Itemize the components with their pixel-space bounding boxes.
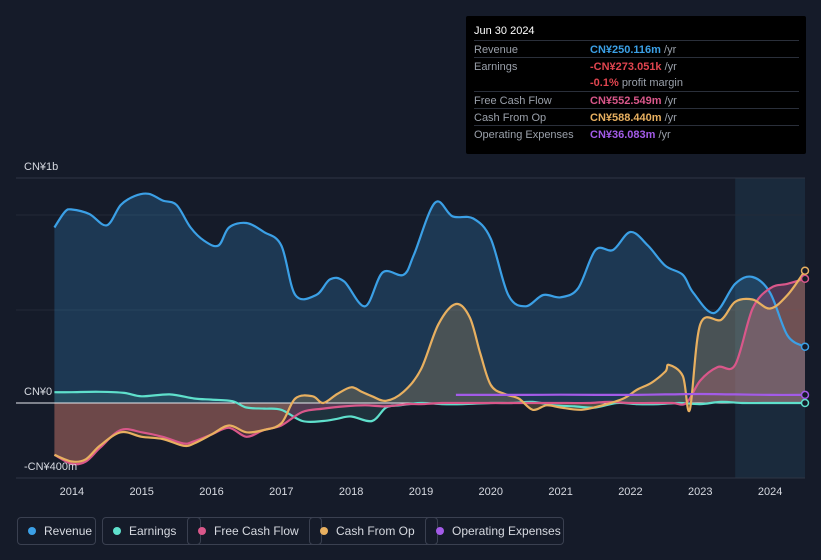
x-tick-label-2014: 2014 (60, 486, 84, 498)
x-tick-label-2019: 2019 (409, 486, 433, 498)
legend-label: Revenue (44, 524, 93, 538)
operating-expenses-line (455, 392, 806, 397)
free-cash-flow-area (54, 278, 805, 465)
revenue-area (54, 193, 805, 403)
cash-from-op-dot-icon (320, 527, 328, 535)
x-tick-label-2023: 2023 (688, 486, 712, 498)
legend-label: Earnings (129, 524, 177, 538)
tooltip-row-operating-expenses: Operating Expenses CN¥36.083m /yr (474, 125, 799, 143)
operating-expenses-endpoint (800, 390, 810, 400)
legend-label: Free Cash Flow (214, 524, 299, 538)
tooltip-row-cash-from-op: Cash From Op CN¥588.440m /yr (474, 108, 799, 126)
y-tick-label-bottom: -CN¥400m (24, 461, 77, 473)
cash-from-op-line (53, 270, 806, 463)
tooltip-row-revenue: Revenue CN¥250.116m /yr (474, 40, 799, 58)
y-tick-label-top: CN¥1b (24, 161, 58, 173)
tooltip-value: CN¥588.440m /yr (590, 112, 677, 124)
x-tick-label-2021: 2021 (548, 486, 572, 498)
revenue-dot-icon (28, 527, 36, 535)
tooltip-label: Earnings (474, 61, 518, 73)
tooltip-value: CN¥250.116m /yr (590, 44, 677, 56)
tooltip-value: -0.1% profit margin (590, 77, 683, 89)
legend-item-operating-expenses[interactable]: Operating Expenses (425, 517, 564, 545)
cash-from-op-area (54, 270, 805, 462)
x-tick-label-2020: 2020 (479, 486, 503, 498)
free-cash-flow-line (53, 277, 806, 466)
tooltip-label: Revenue (474, 44, 519, 56)
x-tick-label-2024: 2024 (758, 486, 782, 498)
tooltip-panel: Jun 30 2024 Revenue CN¥250.116m /yr Earn… (466, 16, 806, 154)
tooltip-row-free-cash-flow: Free Cash Flow CN¥552.549m /yr (474, 91, 799, 109)
revenue-endpoint (800, 342, 810, 351)
x-tick-label-2018: 2018 (339, 486, 363, 498)
tooltip-date: Jun 30 2024 (474, 25, 535, 37)
y-tick-label-zero: CN¥0 (24, 386, 52, 398)
tooltip-value: CN¥36.083m /yr (590, 129, 671, 141)
tooltip-row-profit-margin: -0.1% profit margin (474, 74, 799, 91)
earnings-dot-icon (113, 527, 121, 535)
cash-from-op-endpoint (800, 266, 810, 275)
legend-label: Cash From Op (336, 524, 415, 538)
revenue-line (53, 192, 806, 348)
legend-item-revenue[interactable]: Revenue (17, 517, 96, 545)
tooltip-value: -CN¥273.051k /yr (590, 61, 677, 73)
x-tick-label-2017: 2017 (269, 486, 293, 498)
free-cash-flow-endpoint (800, 274, 810, 284)
tooltip-label: Operating Expenses (474, 129, 574, 141)
operating-expenses-dot-icon (436, 527, 444, 535)
earnings-endpoint (800, 398, 810, 408)
free-cash-flow-dot-icon (198, 527, 206, 535)
x-tick-label-2016: 2016 (199, 486, 223, 498)
legend-item-cash-from-op[interactable]: Cash From Op (309, 517, 438, 545)
tooltip-row-earnings: Earnings -CN¥273.051k /yr (474, 57, 799, 75)
x-tick-label-2022: 2022 (618, 486, 642, 498)
x-tick-label-2015: 2015 (129, 486, 153, 498)
tooltip-label: Free Cash Flow (474, 95, 552, 107)
tooltip-value: CN¥552.549m /yr (590, 95, 677, 107)
legend-item-earnings[interactable]: Earnings (102, 517, 201, 545)
legend-item-free-cash-flow[interactable]: Free Cash Flow (187, 517, 322, 545)
tooltip-label: Cash From Op (474, 112, 547, 124)
legend-label: Operating Expenses (452, 524, 561, 538)
